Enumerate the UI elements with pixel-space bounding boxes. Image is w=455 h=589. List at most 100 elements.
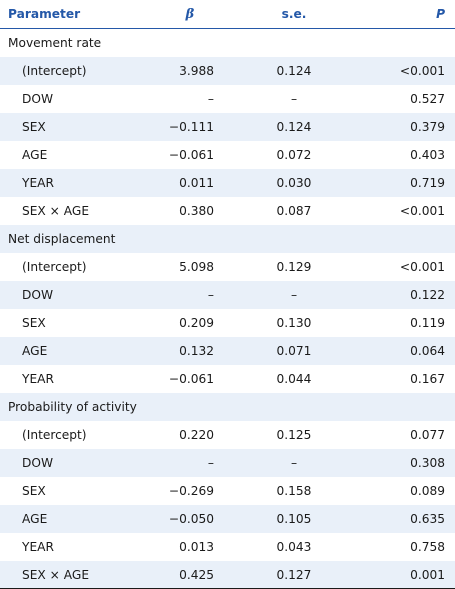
parameter-cell: SEX × AGE (22, 567, 90, 582)
table-row: (Intercept) 0.220 0.125 0.077 (0, 420, 455, 449)
se-cell: 0.127 (276, 567, 312, 582)
se-cell: 0.044 (276, 371, 312, 386)
p-value-cell: 0.635 (410, 511, 445, 526)
p-value-cell: <0.001 (399, 63, 445, 78)
table-row: DOW – – 0.122 (0, 280, 455, 309)
parameter-cell: YEAR (22, 371, 54, 386)
table-header: Parameter β s.e. P (0, 0, 455, 29)
parameter-cell: (Intercept) (22, 427, 87, 442)
section-header-row: Net displacement (0, 224, 455, 253)
se-cell: 0.130 (276, 315, 312, 330)
parameter-cell: DOW (22, 287, 54, 302)
se-cell: 0.043 (276, 539, 312, 554)
beta-cell: 0.132 (179, 343, 214, 358)
table-row: YEAR −0.061 0.044 0.167 (0, 364, 455, 393)
beta-symbol: β (185, 6, 195, 22)
section-title: Probability of activity (8, 399, 137, 414)
se-cell: – (290, 91, 298, 106)
se-cell: 0.125 (276, 427, 312, 442)
beta-cell: 0.425 (179, 567, 214, 582)
p-value-cell: <0.001 (399, 259, 445, 274)
p-value-cell: 0.758 (410, 539, 445, 554)
beta-cell: −0.050 (168, 511, 214, 526)
p-value-cell: 0.527 (410, 91, 445, 106)
table-row: AGE 0.132 0.071 0.064 (0, 336, 455, 365)
table-row: SEX × AGE 0.380 0.087 <0.001 (0, 196, 455, 225)
se-cell: 0.129 (276, 259, 312, 274)
p-value-cell: 0.001 (410, 567, 445, 582)
se-cell: 0.030 (276, 175, 312, 190)
table-row: SEX −0.111 0.124 0.379 (0, 112, 455, 141)
parameter-cell: AGE (22, 147, 48, 162)
se-cell: 0.158 (276, 483, 312, 498)
beta-cell: −0.269 (168, 483, 214, 498)
section-header-row: Probability of activity (0, 392, 455, 421)
parameter-cell: SEX (22, 315, 46, 330)
se-cell: 0.087 (276, 203, 312, 218)
column-header-se: s.e. (242, 0, 346, 29)
se-cell: – (290, 287, 298, 302)
table-row: DOW – – 0.308 (0, 448, 455, 477)
table-row: SEX −0.269 0.158 0.089 (0, 476, 455, 505)
section-title: Movement rate (8, 35, 102, 50)
se-cell: 0.072 (276, 147, 312, 162)
beta-cell: −0.111 (168, 119, 214, 134)
table-row: (Intercept) 3.988 0.124 <0.001 (0, 56, 455, 85)
se-cell: – (290, 455, 298, 470)
se-cell: 0.124 (276, 63, 312, 78)
parameter-cell: AGE (22, 511, 48, 526)
section-title: Net displacement (8, 231, 116, 246)
parameter-cell: SEX × AGE (22, 203, 90, 218)
parameter-cell: DOW (22, 91, 54, 106)
beta-cell: −0.061 (168, 147, 214, 162)
parameter-cell: YEAR (22, 539, 54, 554)
p-value-cell: 0.379 (410, 119, 445, 134)
p-value-cell: 0.064 (410, 343, 445, 358)
p-value-cell: 0.119 (410, 315, 445, 330)
p-value-cell: 0.308 (410, 455, 445, 470)
se-cell: 0.105 (276, 511, 312, 526)
table-row: (Intercept) 5.098 0.129 <0.001 (0, 252, 455, 281)
beta-cell: 0.011 (179, 175, 214, 190)
beta-cell: 0.220 (179, 427, 214, 442)
parameter-cell: SEX (22, 119, 46, 134)
section-header-row: Movement rate (0, 28, 455, 57)
beta-cell: 3.988 (179, 63, 214, 78)
parameter-cell: AGE (22, 343, 48, 358)
p-value-cell: 0.089 (410, 483, 445, 498)
parameter-cell: YEAR (22, 175, 54, 190)
table-row: SEX 0.209 0.130 0.119 (0, 308, 455, 337)
p-value-cell: 0.122 (410, 287, 445, 302)
p-value-cell: 0.167 (410, 371, 445, 386)
beta-cell: 0.013 (179, 539, 214, 554)
table-row: AGE −0.061 0.072 0.403 (0, 140, 455, 169)
beta-cell: 0.209 (179, 315, 214, 330)
p-value-cell: <0.001 (399, 203, 445, 218)
p-value-cell: 0.077 (410, 427, 445, 442)
parameter-cell: (Intercept) (22, 63, 87, 78)
header-row: Parameter β s.e. P (0, 0, 455, 29)
p-value-cell: 0.403 (410, 147, 445, 162)
column-header-beta: β (138, 0, 242, 29)
parameter-cell: (Intercept) (22, 259, 87, 274)
se-cell: 0.071 (276, 343, 312, 358)
column-header-parameter: Parameter (0, 0, 138, 29)
beta-cell: – (207, 455, 214, 470)
se-cell: 0.124 (276, 119, 312, 134)
table-row: DOW – – 0.527 (0, 84, 455, 113)
beta-cell: 5.098 (179, 259, 214, 274)
table-row: YEAR 0.011 0.030 0.719 (0, 168, 455, 197)
table-row: AGE −0.050 0.105 0.635 (0, 504, 455, 533)
beta-cell: 0.380 (179, 203, 214, 218)
beta-cell: −0.061 (168, 371, 214, 386)
parameter-cell: SEX (22, 483, 46, 498)
table-body: Movement rate (Intercept) 3.988 0.124 <0.001… (0, 28, 455, 589)
column-header-p: P (346, 0, 455, 29)
p-value-cell: 0.719 (410, 175, 445, 190)
beta-cell: – (207, 91, 214, 106)
table-row: SEX × AGE 0.425 0.127 0.001 (0, 560, 455, 589)
parameter-cell: DOW (22, 455, 54, 470)
table-row: YEAR 0.013 0.043 0.758 (0, 532, 455, 561)
beta-cell: – (207, 287, 214, 302)
